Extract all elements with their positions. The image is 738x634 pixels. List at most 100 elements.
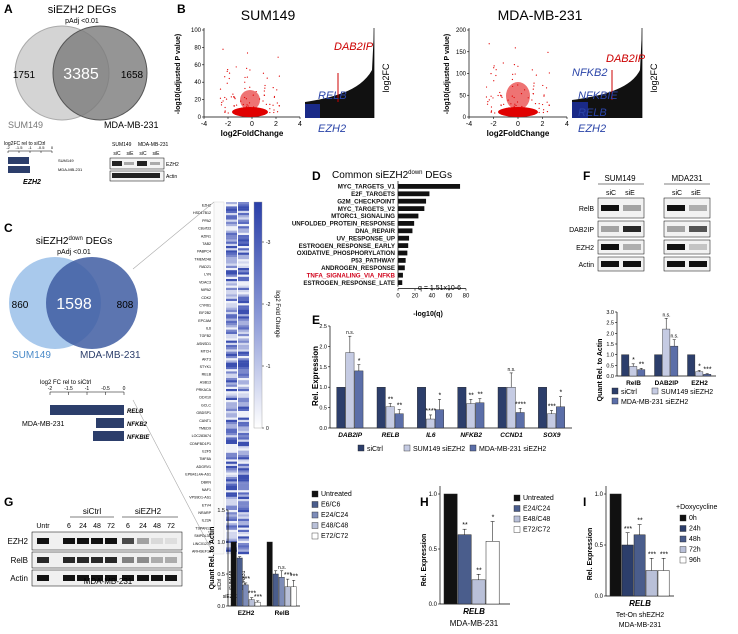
volcano-dot [528, 109, 530, 112]
g-legend: Untreated E6/C6 E24/C24 E48/C48 E72/C72 [311, 490, 352, 540]
heatmap-cell [238, 435, 249, 438]
e-legend: siCtrl SUM149 siEZH2 MDA-MB-231 siEZH2 [357, 444, 546, 453]
i-line1: Tet-On shEZH2 [616, 612, 664, 619]
heatmap-cell [238, 301, 249, 304]
volcano-dot [500, 104, 502, 107]
heatmap-cell [226, 516, 237, 519]
blot-lane-label: siE [153, 151, 161, 157]
volcano-dot [543, 94, 545, 96]
heatmap-cell [238, 351, 249, 354]
legend-label: siCtrl [367, 446, 383, 453]
legend-label: 48h [689, 536, 701, 543]
volcano-dot [516, 110, 518, 112]
significance-label: ** [468, 392, 474, 399]
heatmap-gene-label: IL6 [206, 327, 211, 331]
volcano-dot [527, 110, 529, 112]
volcano-dot [246, 52, 249, 54]
heatmap-gene-label: ADGRV1 [196, 465, 211, 469]
panel-label-a: A [4, 2, 13, 16]
heatmap-cell [226, 444, 237, 447]
tick-label: 50 [459, 93, 466, 99]
b-right-gene-relb: RELB [578, 107, 607, 119]
blot-band [601, 226, 619, 232]
legend-swatch [611, 387, 619, 395]
heatmap-cell [238, 466, 249, 469]
heatmap-cell [238, 252, 249, 255]
significance-label: n.s. [662, 312, 670, 318]
bar [457, 534, 472, 605]
heatmap-cell [226, 276, 237, 280]
blot-band [137, 557, 149, 563]
volcano-dot [245, 98, 247, 100]
heatmap-cell [238, 217, 249, 220]
a-fc-gene: EZH2 [23, 179, 41, 186]
heatmap-cell [238, 402, 249, 405]
heatmap-cell [238, 525, 249, 528]
blot-band [137, 575, 149, 581]
volcano-dot [248, 107, 251, 110]
heatmap-cell [238, 285, 249, 288]
heatmap-cell [238, 428, 249, 431]
heatmap-cell [238, 290, 249, 293]
tick-label: -4 [466, 121, 472, 128]
heatmap-cell [226, 268, 237, 271]
a-blot-line-1: SUM149 [112, 142, 132, 148]
volcano-dot [519, 111, 521, 114]
bar [670, 345, 679, 377]
d-category-label: ESTROGEN_RESPONSE_LATE [303, 280, 395, 287]
blot-band [105, 557, 117, 563]
heatmap-gene-label: CDK2 [201, 296, 211, 300]
a-blot-line-2: MDA-MB-231 [138, 142, 169, 148]
heatmap-cell [238, 389, 249, 392]
heatmap-cell [226, 232, 237, 236]
heatmap-gene-label: EPB41L4A-AS1 [185, 473, 211, 477]
blot-band [122, 538, 134, 544]
f-band-label: RelB [579, 206, 595, 213]
heatmap-gene-label: EIF2B2 [199, 311, 211, 315]
volcano-dot [225, 98, 228, 100]
heatmap-cell [226, 292, 237, 295]
heatmap-cell [238, 393, 249, 396]
i-ylabel: Rel. Expression [587, 528, 594, 581]
heatmap-cell [226, 281, 237, 284]
volcano-dot [237, 111, 239, 113]
heatmap-cell [238, 422, 249, 425]
volcano-dot [490, 95, 492, 97]
heatmap-cell [226, 503, 237, 506]
heatmap-cell [226, 325, 237, 328]
d-bar [398, 258, 406, 263]
tick-label: -1 [28, 145, 32, 150]
heatmap-cell [226, 301, 237, 304]
d-bar [398, 191, 430, 197]
i-line2: MDA-MB-231 [619, 622, 662, 629]
heatmap-gene-label: PRKACA [196, 388, 211, 392]
heatmap-cell [226, 452, 237, 456]
volcano-dot [264, 87, 266, 89]
d-bar [398, 235, 410, 241]
volcano-dot [514, 103, 516, 105]
tick-label: -2 [490, 121, 496, 128]
d-bar [398, 184, 461, 189]
heatmap-cell [226, 439, 237, 442]
d-category-label: G2M_CHECKPOINT [337, 198, 395, 205]
heatmap-cell [238, 507, 249, 511]
heatmap-cell [226, 349, 237, 352]
heatmap-cell [238, 413, 249, 416]
heatmap-cell [226, 419, 237, 423]
heatmap-cell [238, 391, 249, 394]
a-right-count: 1658 [121, 70, 144, 81]
significance-label: ** [637, 518, 643, 525]
heatmap-gene-label: PPA2 [202, 219, 211, 223]
h-chart: 0.00.51.0***** [429, 486, 510, 608]
volcano-dot [273, 96, 275, 99]
heatmap-cell [226, 433, 237, 436]
legend-swatch [513, 526, 521, 533]
c-fc-label-nfkb2: NFKB2 [127, 422, 148, 428]
heatmap-cell [226, 312, 237, 315]
heatmap-cell [238, 224, 249, 227]
d-category-label: MTORC1_SIGNALING [331, 213, 395, 220]
a-band [124, 162, 134, 165]
heatmap-cell [238, 272, 249, 275]
heatmap-cell [226, 246, 237, 249]
c-set-right: MDA-MB-231 [80, 350, 141, 361]
